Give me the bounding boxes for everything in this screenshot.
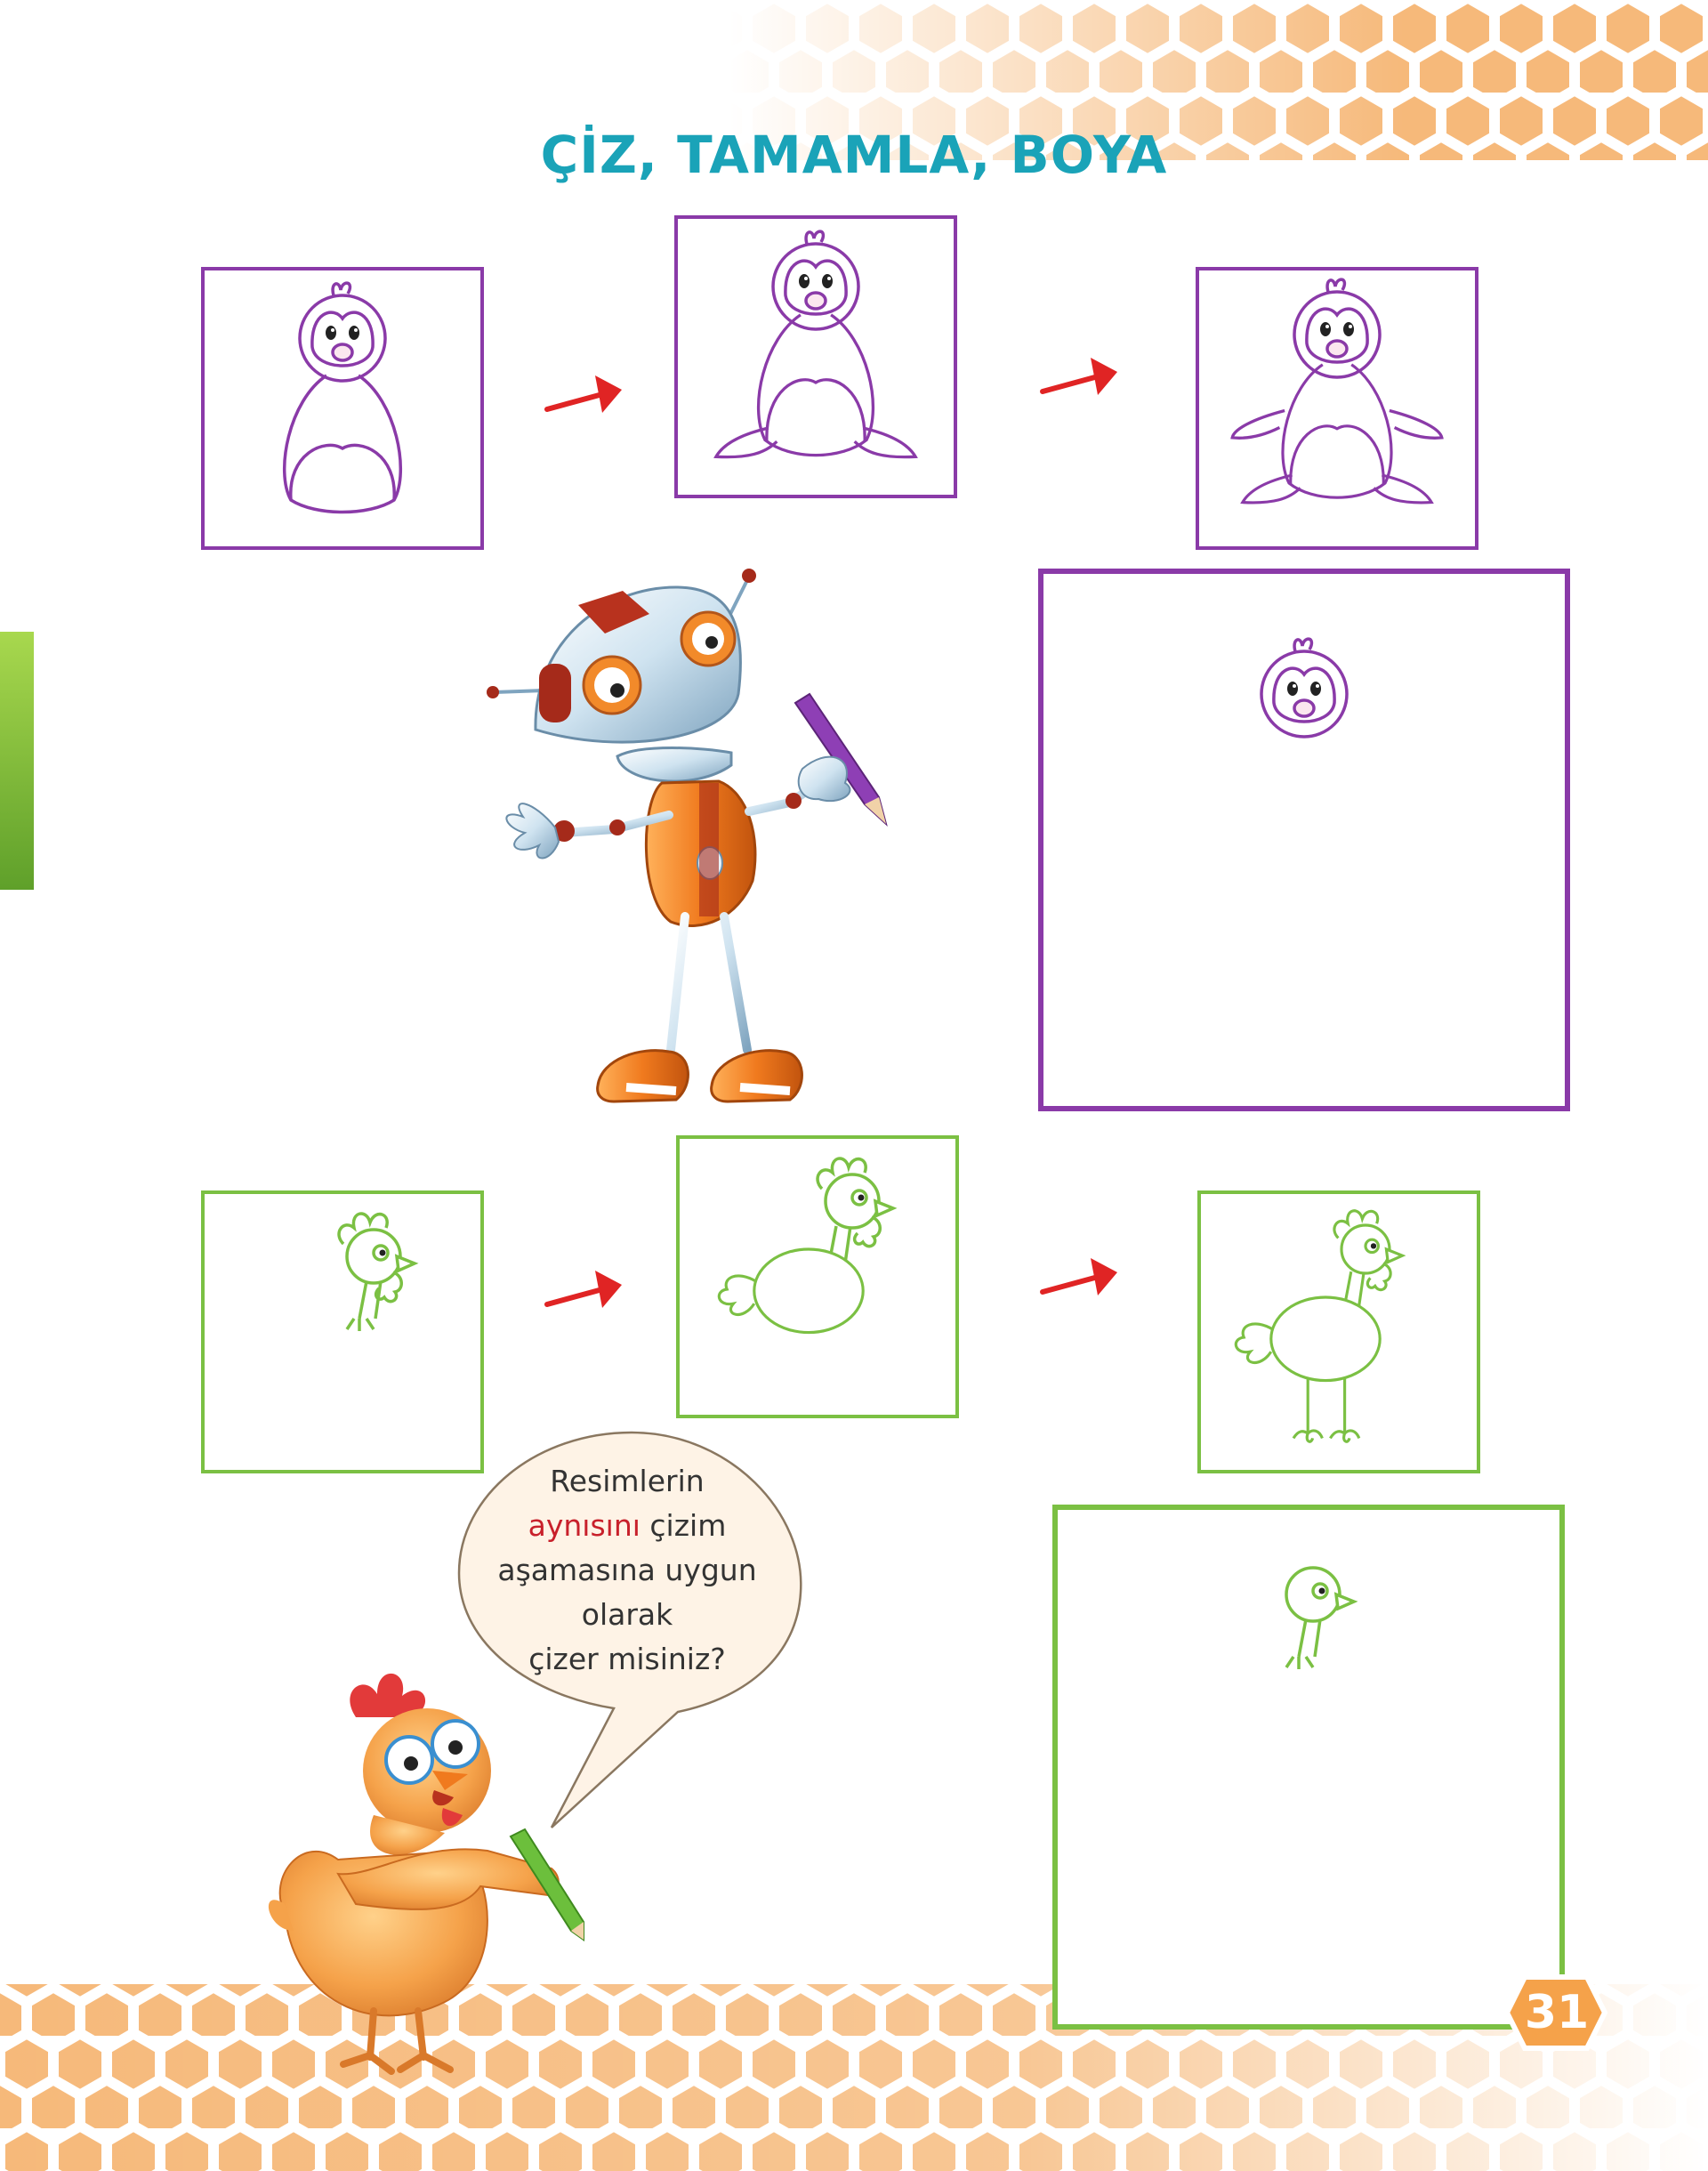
chicken-practice-start [1285, 1566, 1358, 1671]
speech-line-1: Resimlerin [550, 1464, 705, 1498]
speech-line-2: aynısını çizim [480, 1504, 774, 1548]
pencil-icon [509, 1828, 584, 1941]
speech-line-3: aşamasına uygun [497, 1553, 757, 1587]
speech-line-2-rest: çizim [640, 1508, 727, 1543]
speech-line-4: olarak [581, 1597, 673, 1632]
honeycomb-top-right [729, 0, 1708, 160]
penguin-practice-frame[interactable] [1038, 569, 1570, 1111]
grass-strip [0, 632, 34, 890]
penguin-step1-drawing [283, 281, 402, 514]
page-title: ÇİZ, TAMAMLA, BOYA [540, 125, 1168, 185]
speech-highlight: aynısını [528, 1508, 640, 1543]
speech-line-5: çizer misiniz? [528, 1642, 726, 1676]
page-number: 31 [1524, 1986, 1590, 2039]
chicken-frame-step1 [201, 1190, 484, 1473]
speech-bubble-text: Resimlerin aynısını çizim aşamasına uygu… [480, 1459, 774, 1682]
